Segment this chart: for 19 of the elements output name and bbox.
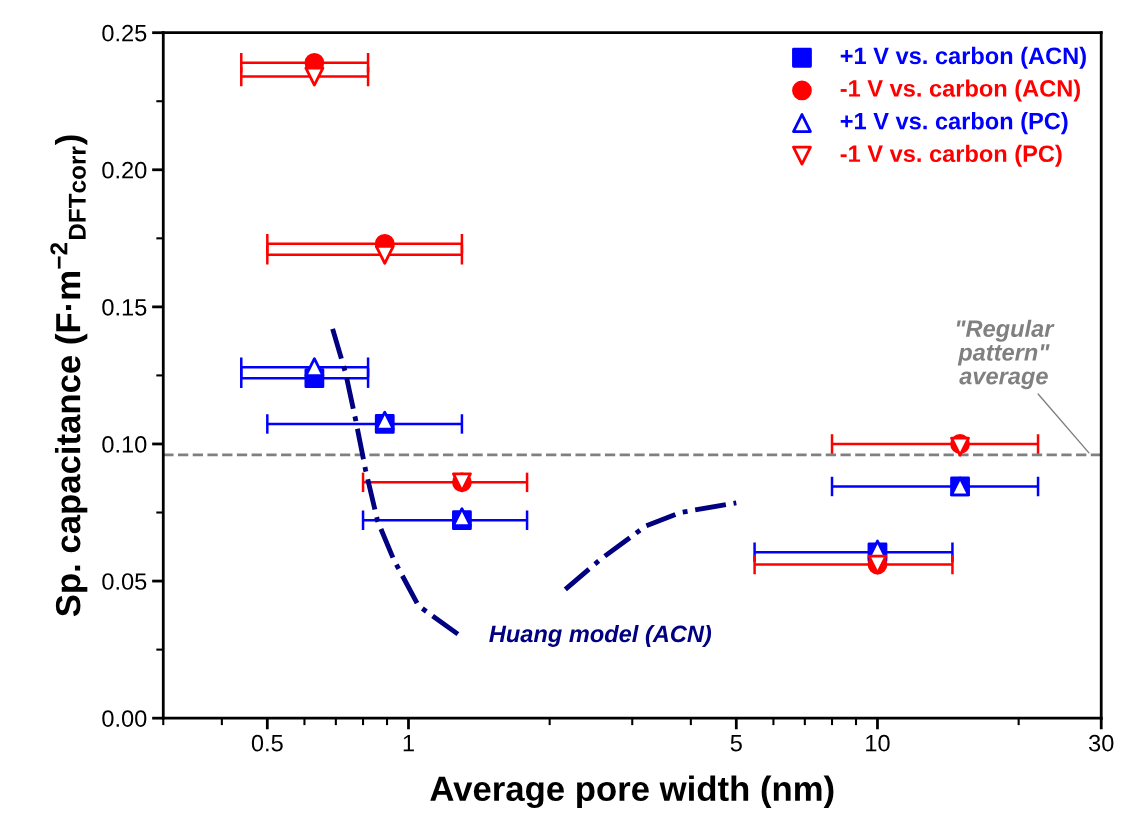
y-tick-label: 0.20 <box>102 161 147 179</box>
y-tick-label: 0.00 <box>102 710 147 727</box>
x-tick-label: 0.5 <box>251 734 283 752</box>
legend-label: +1 V vs. carbon (ACN) <box>840 46 1086 69</box>
y-axis-title: Sp. capacitance (F·m$^{−2}$$_{DFTcorr}$) <box>50 135 88 617</box>
series-label: Huang model (ACN) <box>489 624 712 647</box>
y-tick-label: 0.15 <box>102 298 147 316</box>
y-tick-label: 0.10 <box>102 436 147 453</box>
x-axis-title: Average pore width (nm) <box>430 775 834 809</box>
y-tick-label: 0.05 <box>102 573 147 590</box>
x-tick-label: 5 <box>730 735 742 752</box>
legend-label: -1 V vs. carbon (ACN) <box>840 79 1080 102</box>
legend-label: +1 V vs. carbon (PC) <box>840 112 1068 135</box>
x-tick-label: 30 <box>1089 734 1114 752</box>
ref-line-label: "Regular pattern" average <box>956 319 1055 390</box>
y-tick-label: 0.25 <box>102 24 147 42</box>
x-tick-label: 1 <box>403 735 414 752</box>
x-tick-label: 10 <box>866 734 890 752</box>
legend-label: -1 V vs. carbon (PC) <box>840 144 1062 167</box>
